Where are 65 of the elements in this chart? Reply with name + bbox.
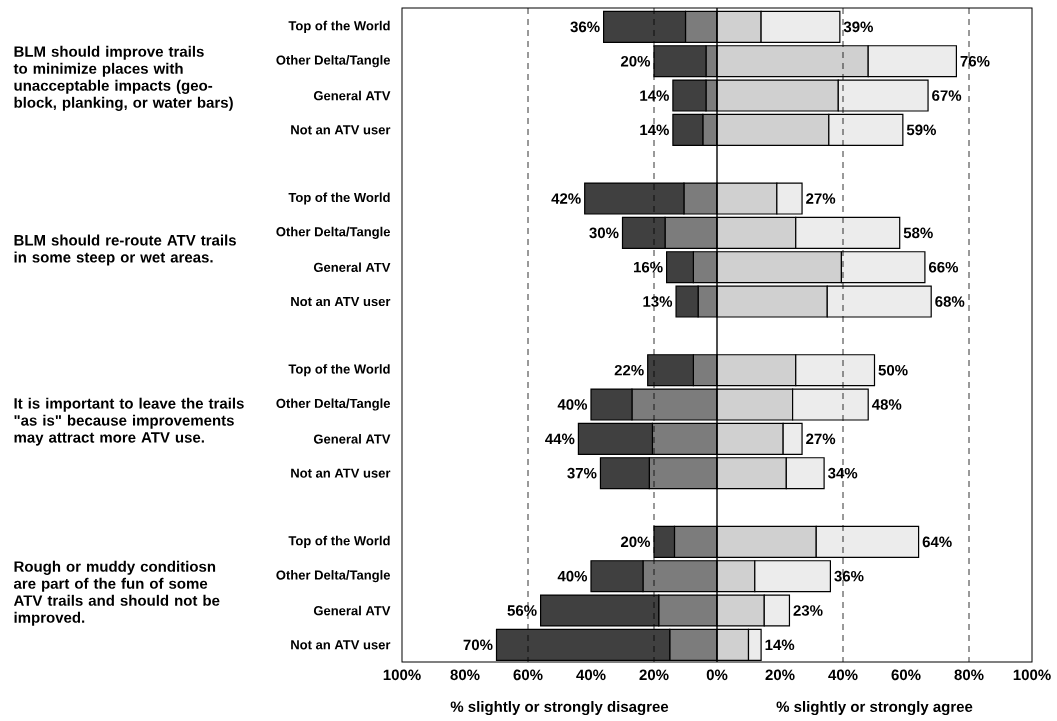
y-tick-label: General ATV <box>313 434 391 444</box>
y-tick-label: Other Delta/Tangle <box>276 55 391 68</box>
text: 40% <box>557 399 588 410</box>
x-tick-label: 40% <box>828 669 858 681</box>
x-tick-label: 60% <box>891 669 921 681</box>
text: 36% <box>570 21 600 33</box>
text: 44% <box>545 433 575 445</box>
y-tick-label: General ATV <box>313 90 391 101</box>
text: 34% <box>827 467 858 479</box>
text: 48% <box>871 399 902 410</box>
y-tick-label: General ATV <box>313 605 391 616</box>
text: 27% <box>806 193 836 204</box>
x-tick-label: 60% <box>513 669 543 681</box>
y-tick-label: Not an ATV user <box>291 125 391 135</box>
text: 42% <box>551 193 581 204</box>
y-tick-label: Not an ATV user <box>291 297 391 307</box>
y-tick-label: Top of the World <box>288 192 390 205</box>
text: 39% <box>843 21 874 33</box>
text: BLM should improve trails to minimize places with unacceptable impacts (geo-block, planking, or water bars) <box>13 45 233 111</box>
text: 40% <box>557 570 588 582</box>
y-tick-label: Other Delta/Tangle <box>276 226 391 239</box>
text: 13% <box>643 296 673 307</box>
text: 59% <box>906 124 937 136</box>
y-tick-label: Not an ATV user <box>291 640 391 650</box>
text: 14% <box>640 90 669 101</box>
text: BLM should re-route ATV trails in some steep or wet areas. <box>14 234 236 266</box>
text: 37% <box>567 467 597 479</box>
text: 14% <box>640 124 669 136</box>
x-tick-label: 40% <box>576 669 606 681</box>
y-tick-label: Top of the World <box>288 535 390 548</box>
text: 20% <box>620 55 651 67</box>
text: 58% <box>903 227 933 239</box>
text: 27% <box>806 433 836 445</box>
text: 16% <box>633 261 663 273</box>
x-tick-label: 80% <box>954 669 984 681</box>
text: % slightly or strongly agree <box>776 700 973 716</box>
text: 30% <box>589 227 619 239</box>
y-tick-label: Top of the World <box>288 364 390 377</box>
text: 36% <box>834 570 864 582</box>
text: 14% <box>765 639 795 651</box>
text: Rough or muddy conditiosn are part of the fun of some ATV trails and should not be improved. <box>13 560 220 626</box>
text: 64% <box>922 536 952 548</box>
x-tick-label: 20% <box>639 669 669 681</box>
text: 67% <box>932 90 962 101</box>
text: 66% <box>928 261 959 273</box>
y-tick-label: General ATV <box>313 262 391 272</box>
y-tick-label: Other Delta/Tangle <box>276 570 391 583</box>
text: 56% <box>507 605 537 616</box>
y-tick-label: Top of the World <box>288 20 390 33</box>
text: It is important to leave the trails "as is" because improvements may attract more ATV use. <box>14 397 244 446</box>
text: 20% <box>620 536 651 548</box>
text: 68% <box>935 296 965 307</box>
text: 76% <box>960 55 990 67</box>
text: 70% <box>463 639 493 651</box>
x-tick-label: 0% <box>706 669 728 681</box>
text: 50% <box>878 364 908 376</box>
x-tick-label: 100% <box>1013 669 1051 681</box>
x-axis-title: % slightly or strongly disagree <box>450 700 669 716</box>
text: 23% <box>793 605 823 616</box>
x-tick-label: 80% <box>450 669 480 681</box>
y-tick-label: Not an ATV user <box>291 468 391 478</box>
x-tick-label: 20% <box>765 669 795 681</box>
text: 22% <box>614 364 644 376</box>
y-tick-label: Other Delta/Tangle <box>276 398 391 411</box>
x-tick-label: 100% <box>383 669 421 681</box>
